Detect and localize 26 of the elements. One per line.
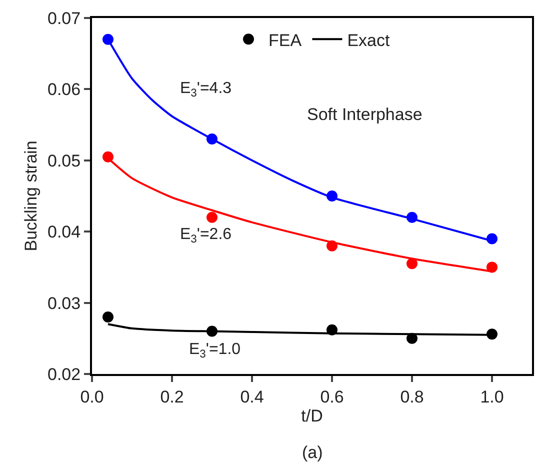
annotation: E$_{3}$'=4.3: [180, 80, 232, 100]
y-tick-label: 0.04: [48, 222, 81, 242]
y-axis-title: Buckling strain: [22, 140, 41, 252]
annotation: E$_{3}$'=2.6: [180, 226, 232, 246]
x-tick-label: 0.4: [240, 387, 264, 406]
point: [102, 151, 114, 162]
y-tick-label: 0.03: [48, 294, 81, 313]
point: [486, 262, 498, 273]
x-tick-label: 0.0: [80, 387, 104, 406]
point: [102, 312, 114, 323]
x-tick-label: 0.2: [160, 387, 184, 406]
y-tick-label: 0.06: [48, 80, 81, 100]
legend-label: Exact: [347, 30, 390, 50]
point: [206, 212, 218, 223]
x-tick-label: 0.8: [400, 387, 424, 406]
x-tick-label: 1.0: [480, 387, 504, 406]
x-tick-label: 0.6: [320, 387, 344, 406]
point: [406, 258, 418, 270]
annotation: Soft Interphase: [307, 105, 422, 124]
x-axis-title: t/D: [301, 406, 323, 426]
annotation: E$_{3}$'=1.0: [189, 341, 241, 360]
text: (a): [302, 443, 323, 462]
y-tick-label: 0.07: [48, 8, 81, 28]
y-tick-label: 0.05: [48, 151, 81, 170]
legend-label: FEA: [268, 30, 302, 50]
y-tick-label: 0.02: [48, 364, 81, 384]
